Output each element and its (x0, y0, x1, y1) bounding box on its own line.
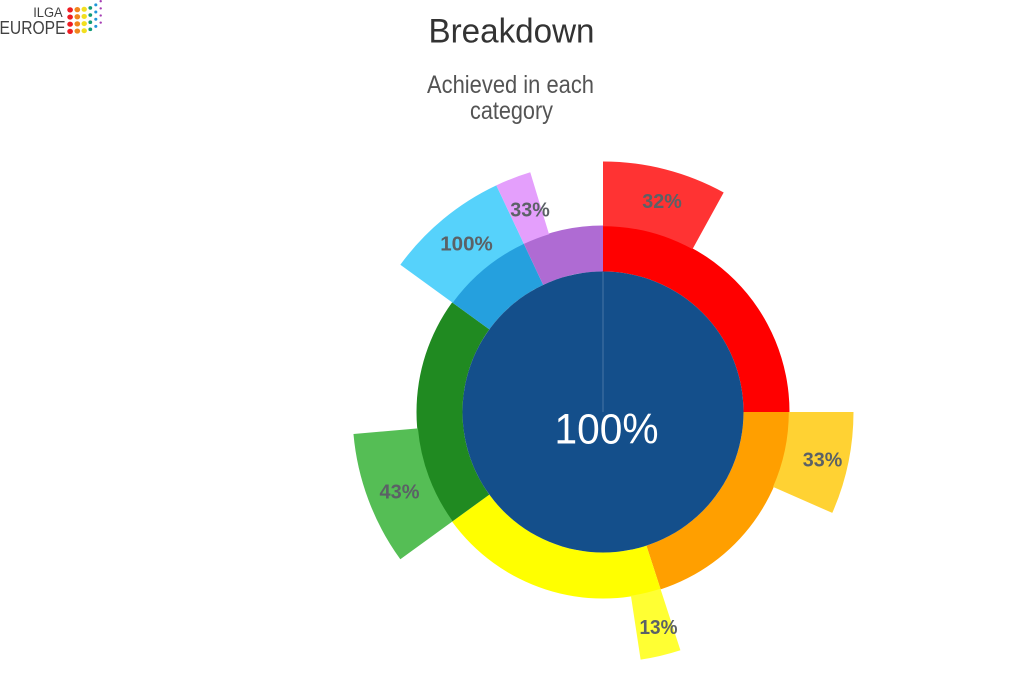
svg-text:33%: 33% (510, 200, 550, 222)
svg-text:13%: 13% (640, 617, 678, 639)
svg-text:Breakdown: Breakdown (429, 13, 595, 51)
svg-text:Achieved in each: Achieved in each (427, 71, 594, 99)
svg-text:category: category (470, 97, 553, 125)
svg-text:100%: 100% (440, 234, 493, 256)
svg-text:100%: 100% (555, 406, 659, 454)
svg-text:32%: 32% (642, 191, 682, 213)
svg-text:EUROPE: EUROPE (0, 18, 66, 38)
svg-text:33%: 33% (803, 450, 843, 472)
svg-text:ILGA: ILGA (33, 5, 63, 20)
svg-text:43%: 43% (380, 482, 420, 504)
